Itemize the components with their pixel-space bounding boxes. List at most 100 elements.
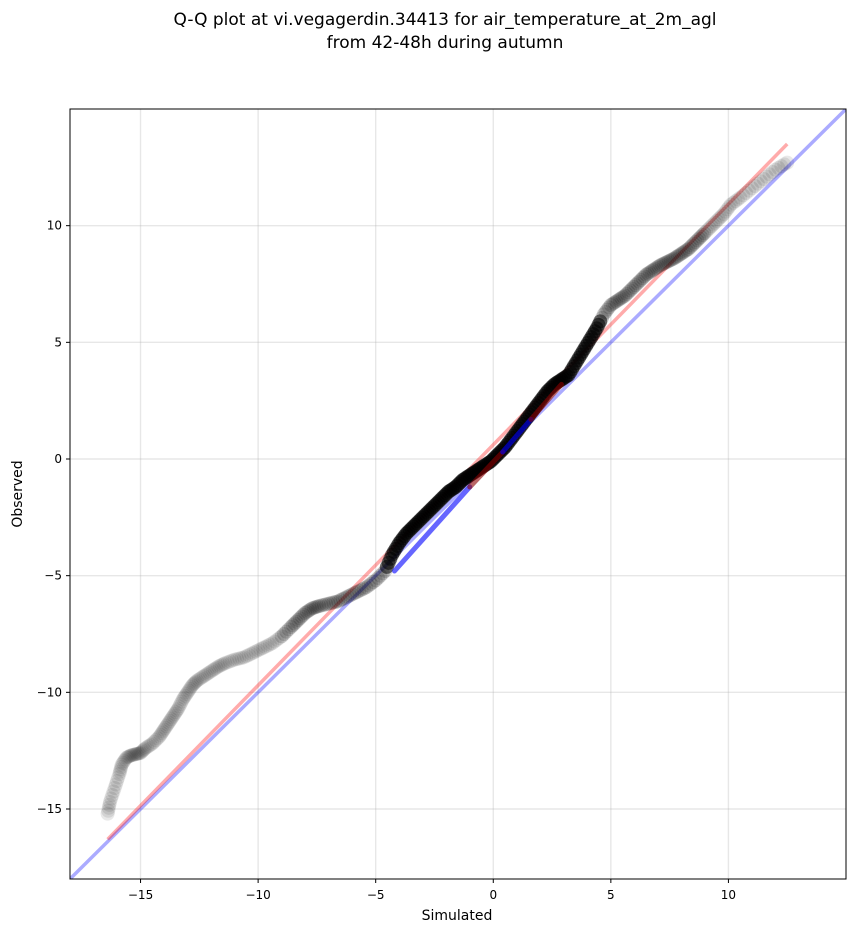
- data-point: [171, 701, 186, 716]
- data-point: [363, 576, 378, 591]
- data-point: [134, 744, 149, 759]
- identity-line: [70, 109, 846, 879]
- data-point: [120, 750, 135, 765]
- data-point: [285, 618, 300, 633]
- data-point: [646, 263, 661, 277]
- data-point: [181, 683, 196, 698]
- data-point: [688, 235, 703, 249]
- data-point: [127, 747, 142, 762]
- data-point: [284, 620, 299, 634]
- data-point: [326, 595, 341, 610]
- y-tick-label: −5: [44, 569, 62, 583]
- data-point: [265, 636, 280, 651]
- y-tick-label: −15: [37, 802, 62, 816]
- data-point: [272, 631, 287, 646]
- data-point: [747, 179, 762, 193]
- data-point: [605, 296, 620, 311]
- data-point: [697, 226, 712, 241]
- data-point: [175, 692, 190, 707]
- data-point: [104, 791, 119, 806]
- data-point: [167, 706, 182, 721]
- data-point: [177, 690, 192, 705]
- data-point: [771, 160, 786, 175]
- data-point: [704, 219, 719, 234]
- data-point: [722, 200, 737, 214]
- data-point: [214, 657, 229, 672]
- data-point: [193, 671, 208, 686]
- data-point: [762, 167, 777, 182]
- data-point: [331, 594, 346, 609]
- data-point: [197, 669, 212, 683]
- data-point: [135, 743, 150, 758]
- data-point: [227, 652, 242, 667]
- data-point: [267, 634, 282, 649]
- data-point: [195, 670, 210, 685]
- data-point: [187, 676, 202, 690]
- data-point: [310, 599, 325, 614]
- data-point: [234, 650, 249, 665]
- data-point: [609, 294, 624, 309]
- data-point: [279, 624, 294, 639]
- data-point: [107, 781, 122, 795]
- data-point: [178, 688, 193, 703]
- data-point: [157, 722, 172, 737]
- data-point: [174, 694, 189, 709]
- data-point: [133, 746, 148, 760]
- data-point: [301, 603, 316, 618]
- data-point: [312, 599, 327, 613]
- data-point: [289, 614, 304, 629]
- data-point: [612, 292, 627, 307]
- data-point: [101, 803, 116, 818]
- data-point: [168, 705, 183, 720]
- data-point: [623, 283, 638, 298]
- data-point: [172, 699, 187, 714]
- data-point: [241, 648, 256, 662]
- data-point: [670, 249, 685, 263]
- data-point: [349, 585, 364, 599]
- data-point: [324, 596, 339, 611]
- data-point: [654, 257, 669, 272]
- data-point: [665, 252, 680, 267]
- data-point: [342, 588, 357, 603]
- data-point: [647, 261, 662, 276]
- data-point: [744, 181, 759, 196]
- data-point: [662, 253, 677, 268]
- data-point: [147, 734, 162, 749]
- data-point: [184, 680, 199, 695]
- data-point: [728, 194, 743, 209]
- data-point: [239, 649, 254, 664]
- data-point: [709, 214, 724, 228]
- data-point: [160, 717, 175, 732]
- data-point: [189, 673, 204, 688]
- reference-lines: [70, 109, 846, 879]
- data-point: [768, 162, 783, 177]
- data-point: [169, 703, 184, 718]
- data-point: [161, 715, 176, 730]
- data-point: [720, 202, 735, 217]
- data-point: [753, 174, 768, 189]
- data-point: [371, 571, 386, 585]
- data-point: [614, 291, 629, 305]
- data-point: [736, 188, 751, 203]
- data-point: [110, 774, 125, 788]
- data-point: [112, 764, 127, 779]
- data-point: [619, 286, 634, 301]
- data-point: [707, 215, 722, 230]
- data-point: [155, 724, 170, 739]
- data-point: [635, 271, 650, 286]
- data-point: [632, 274, 647, 289]
- data-point: [305, 601, 320, 616]
- data-point: [750, 176, 765, 191]
- quantile-segment: [392, 484, 473, 574]
- data-point: [205, 663, 220, 678]
- data-point: [774, 159, 789, 174]
- data-point: [294, 609, 309, 624]
- data-point: [260, 638, 275, 653]
- data-point: [777, 157, 792, 172]
- data-point: [354, 582, 369, 597]
- data-point: [683, 240, 698, 255]
- data-point: [663, 253, 678, 268]
- y-tick-label: 0: [54, 452, 62, 466]
- data-point: [112, 767, 127, 781]
